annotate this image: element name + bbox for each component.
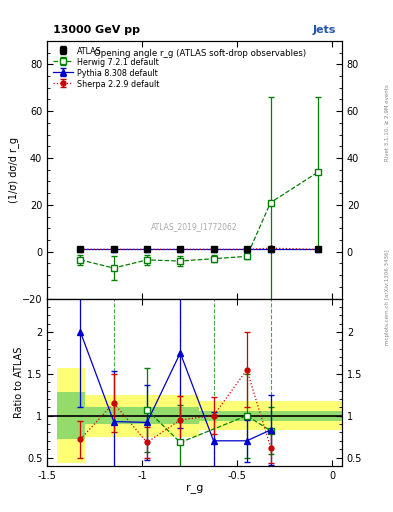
Legend: ATLAS, Herwig 7.2.1 default, Pythia 8.308 default, Sherpa 2.2.9 default: ATLAS, Herwig 7.2.1 default, Pythia 8.30… [51, 45, 161, 90]
Y-axis label: Ratio to ATLAS: Ratio to ATLAS [14, 347, 24, 418]
Text: 13000 GeV pp: 13000 GeV pp [53, 25, 140, 34]
Text: Opening angle r_g (ATLAS soft-drop observables): Opening angle r_g (ATLAS soft-drop obser… [94, 49, 307, 58]
X-axis label: r_g: r_g [186, 483, 203, 494]
Y-axis label: (1/σ) dσ/d r_g: (1/σ) dσ/d r_g [8, 137, 19, 203]
Text: Jets: Jets [313, 25, 336, 34]
Text: mcplots.cern.ch [arXiv:1306.3436]: mcplots.cern.ch [arXiv:1306.3436] [385, 249, 390, 345]
Text: ATLAS_2019_I1772062: ATLAS_2019_I1772062 [151, 222, 238, 231]
Text: Rivet 3.1.10, ≥ 2.9M events: Rivet 3.1.10, ≥ 2.9M events [385, 84, 390, 161]
